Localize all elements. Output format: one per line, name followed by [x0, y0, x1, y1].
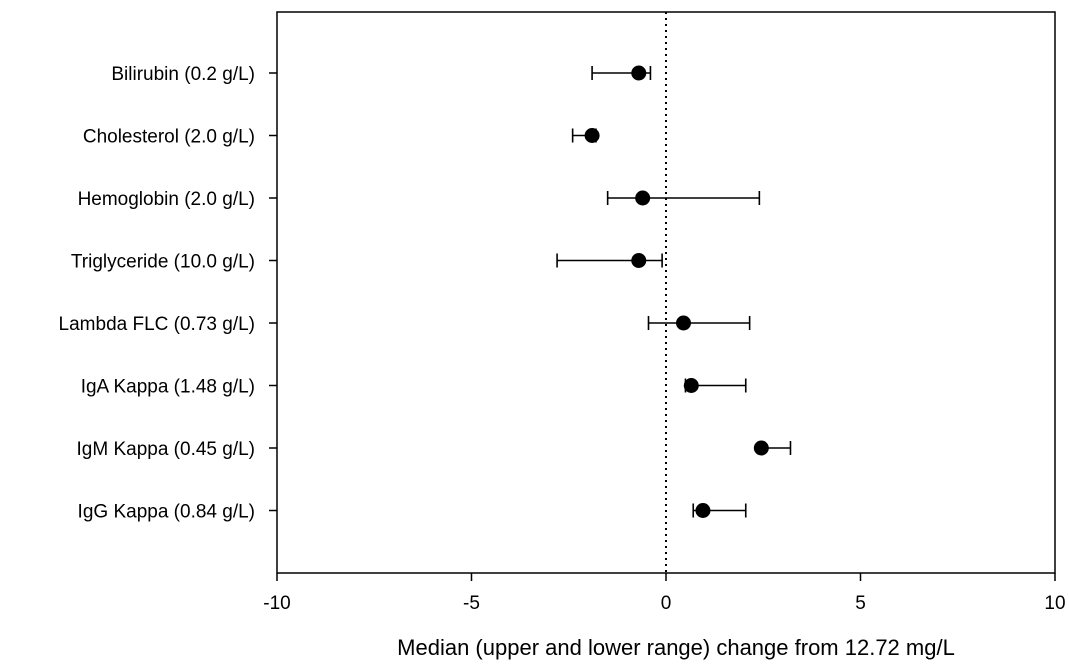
data-row — [692, 503, 747, 518]
x-axis: -10 -5 0 5 10 — [263, 573, 1066, 614]
y-category-label: IgM Kappa (0.45 g/L) — [77, 439, 256, 460]
data-row — [571, 128, 600, 143]
x-tick-label: -5 — [463, 593, 480, 614]
x-tick-label: 0 — [661, 593, 672, 614]
median-point — [683, 378, 699, 393]
y-axis: Bilirubin (0.2 g/L) Cholesterol (2.0 g/L)… — [59, 64, 277, 523]
x-tick-label: 10 — [1044, 593, 1065, 614]
data-row — [556, 253, 663, 268]
y-category-label: Triglyceride (10.0 g/L) — [71, 252, 255, 273]
data-row — [753, 440, 792, 456]
median-point — [695, 503, 711, 518]
y-category-label: IgA Kappa (1.48 g/L) — [81, 377, 255, 398]
median-point — [631, 65, 647, 81]
data-row — [606, 190, 761, 206]
y-category-label: Bilirubin (0.2 g/L) — [111, 64, 255, 85]
data-marks — [556, 65, 792, 518]
data-row — [683, 378, 747, 393]
data-row — [647, 315, 751, 331]
median-point — [676, 315, 692, 331]
median-point — [631, 253, 647, 268]
x-tick-label: 5 — [855, 593, 866, 614]
x-tick-label: -10 — [263, 593, 290, 614]
y-category-label: IgG Kappa (0.84 g/L) — [78, 502, 255, 523]
median-point — [753, 440, 769, 456]
median-point — [635, 190, 651, 206]
y-category-label: Lambda FLC (0.73 g/L) — [59, 314, 255, 335]
x-axis-label: Median (upper and lower range) change fr… — [397, 635, 955, 660]
data-row — [591, 65, 652, 81]
median-point — [584, 128, 600, 143]
y-category-label: Hemoglobin (2.0 g/L) — [78, 189, 255, 210]
y-category-label: Cholesterol (2.0 g/L) — [83, 127, 255, 148]
